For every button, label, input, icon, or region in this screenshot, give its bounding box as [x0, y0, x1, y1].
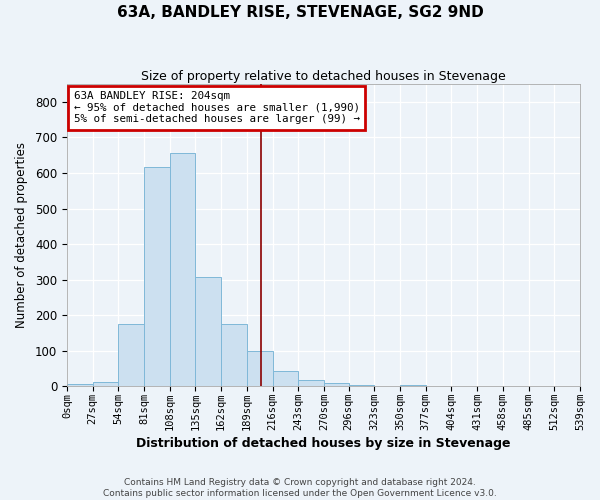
Bar: [196, 277, 221, 386]
Bar: [144, 167, 170, 386]
Bar: [400, 384, 426, 386]
Bar: [247, 352, 272, 386]
Bar: [272, 371, 298, 386]
Bar: [221, 324, 247, 386]
Text: Contains HM Land Registry data © Crown copyright and database right 2024.
Contai: Contains HM Land Registry data © Crown c…: [103, 478, 497, 498]
Bar: [92, 382, 118, 386]
Y-axis label: Number of detached properties: Number of detached properties: [15, 142, 28, 328]
Text: 63A, BANDLEY RISE, STEVENAGE, SG2 9ND: 63A, BANDLEY RISE, STEVENAGE, SG2 9ND: [116, 5, 484, 20]
Bar: [67, 384, 92, 386]
Title: Size of property relative to detached houses in Stevenage: Size of property relative to detached ho…: [141, 70, 506, 83]
Bar: [298, 380, 324, 386]
Text: 63A BANDLEY RISE: 204sqm
← 95% of detached houses are smaller (1,990)
5% of semi: 63A BANDLEY RISE: 204sqm ← 95% of detach…: [74, 91, 360, 124]
Bar: [324, 383, 349, 386]
X-axis label: Distribution of detached houses by size in Stevenage: Distribution of detached houses by size …: [136, 437, 511, 450]
Bar: [349, 384, 374, 386]
Bar: [118, 324, 144, 386]
Bar: [170, 154, 196, 386]
